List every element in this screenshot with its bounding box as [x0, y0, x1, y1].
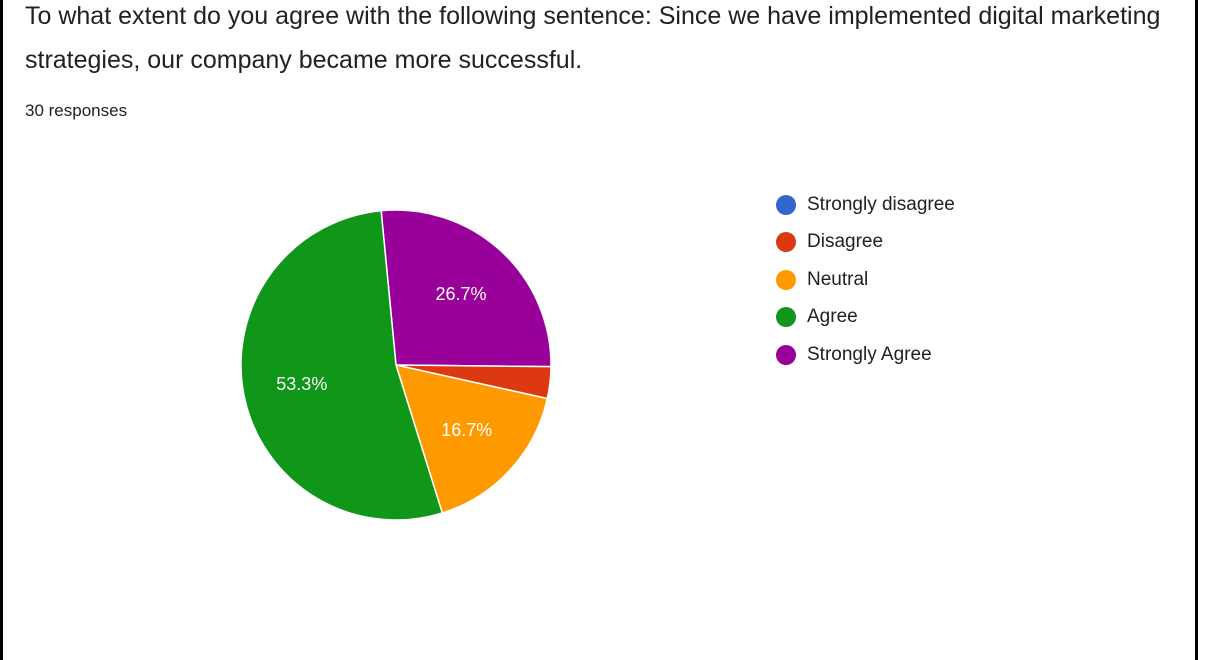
legend-swatch-icon	[776, 344, 796, 365]
legend-label: Agree	[807, 306, 858, 328]
legend-label: Disagree	[807, 231, 884, 253]
response-count: 30 responses	[25, 101, 128, 120]
legend-label: Strongly Agree	[807, 343, 932, 365]
legend-swatch-icon	[776, 307, 796, 328]
chart-legend: Strongly disagree Disagree Neutral Agree Str…	[776, 186, 955, 374]
pie-slice-agree[interactable]	[240, 209, 444, 521]
question-title: To what extent do you agree with the fol…	[25, 2, 1161, 74]
legend-item-agree[interactable]: Agree	[776, 299, 955, 337]
legend-item-strongly-disagree[interactable]: Strongly disagree	[776, 186, 955, 224]
slice-label-strongly-agree: 26.7%	[435, 284, 486, 304]
legend-swatch-icon	[776, 269, 796, 290]
legend-label: Neutral	[807, 268, 869, 290]
slice-label-agree: 53.3%	[276, 374, 327, 394]
pie-chart: 26.7% 16.7% 53.3%	[240, 209, 552, 521]
legend-item-disagree[interactable]: Disagree	[776, 224, 955, 262]
pie-slice-strongly-agree[interactable]	[380, 209, 552, 368]
legend-item-neutral[interactable]: Neutral	[776, 261, 955, 299]
legend-label: Strongly disagree	[807, 193, 955, 215]
slice-label-neutral: 16.7%	[441, 420, 492, 440]
pie-slice-neutral[interactable]	[394, 363, 549, 514]
legend-swatch-icon	[776, 194, 796, 215]
legend-swatch-icon	[776, 232, 796, 253]
legend-item-strongly-agree[interactable]: Strongly Agree	[776, 336, 955, 374]
